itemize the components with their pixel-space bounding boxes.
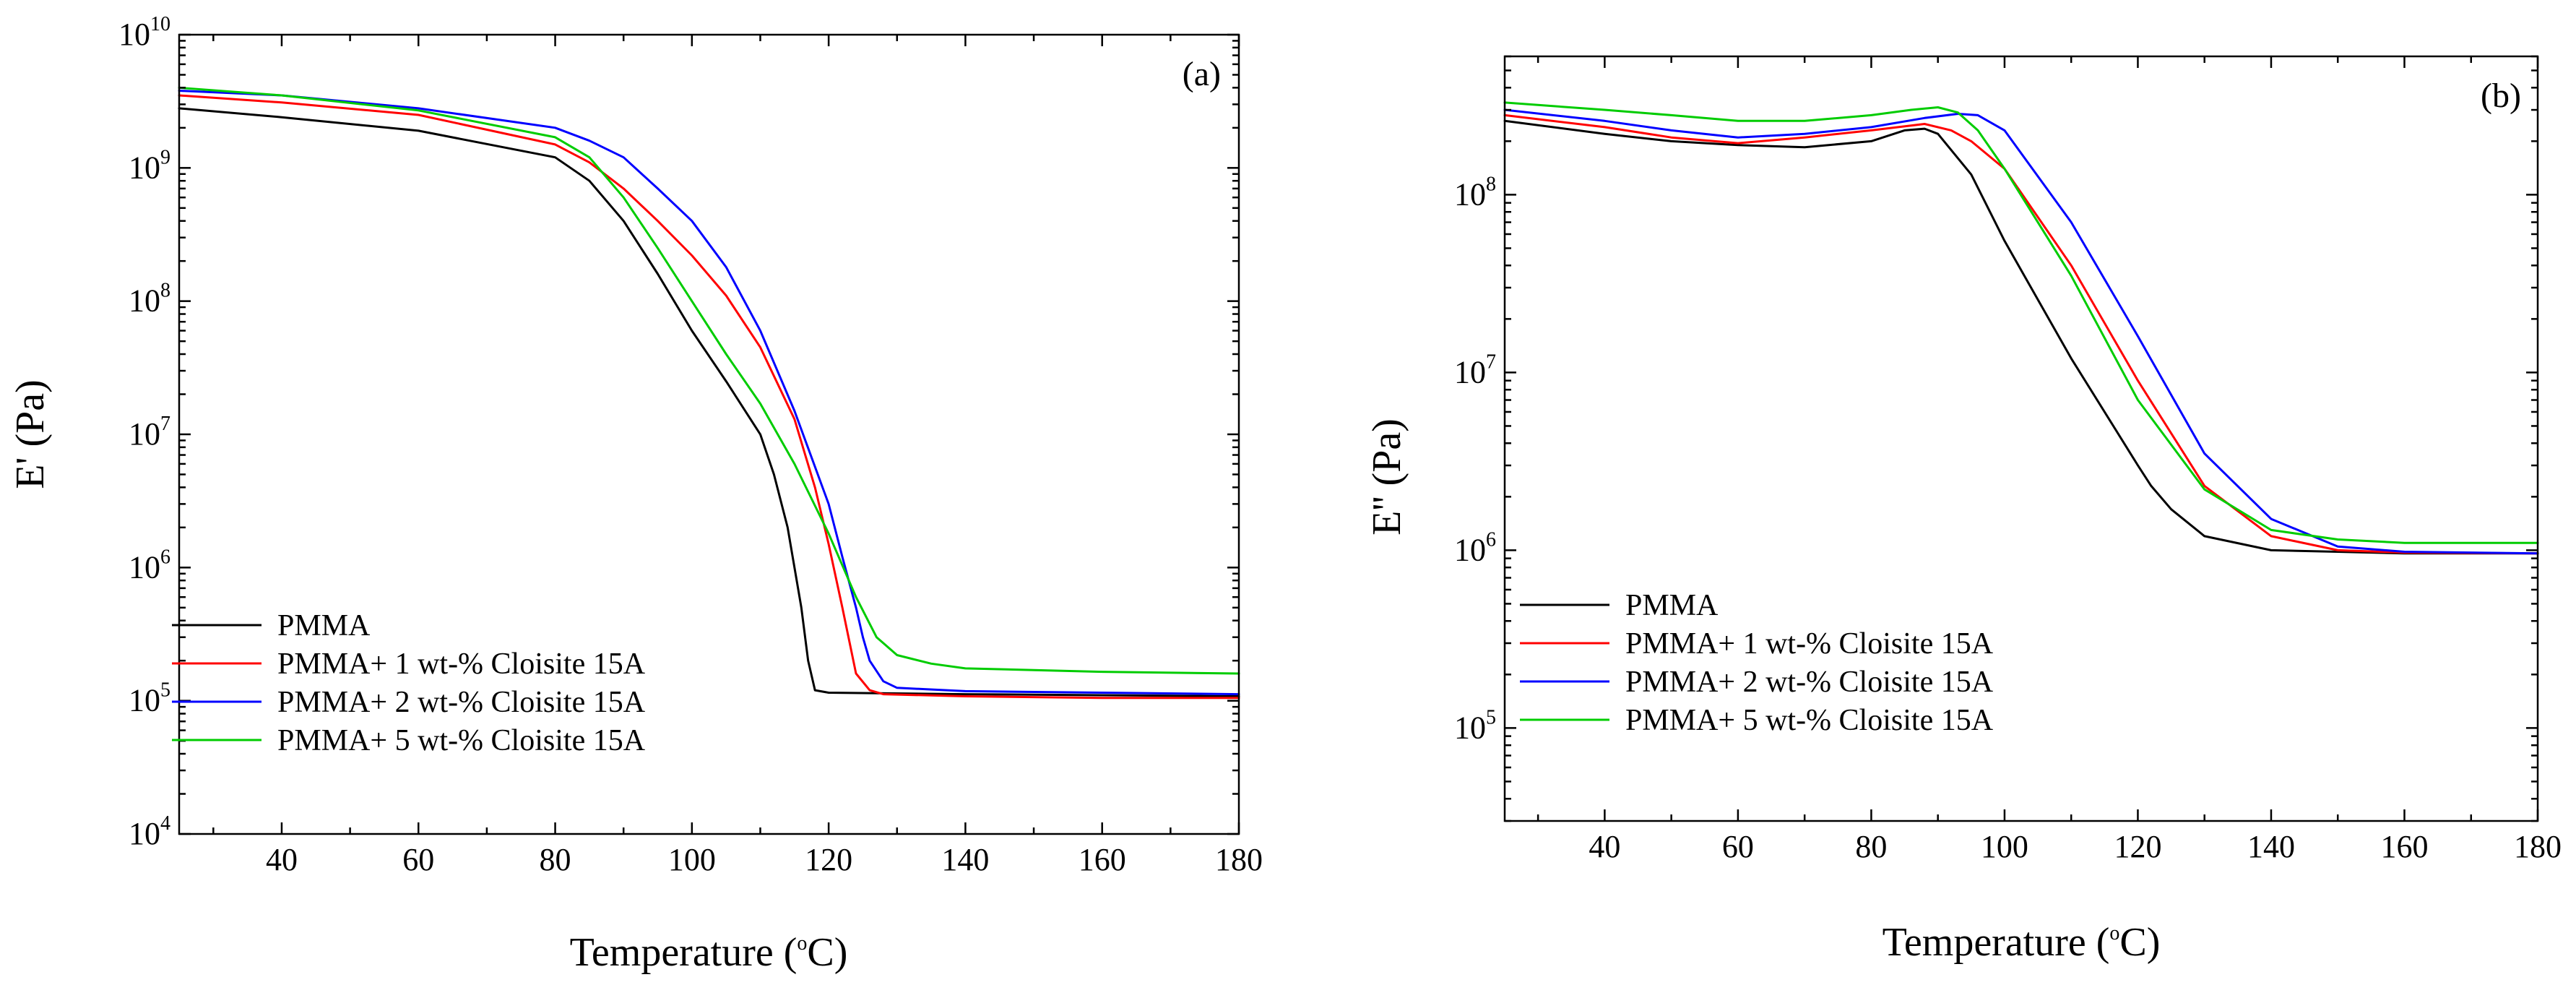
legend-label: PMMA+ 5 wt-% Cloisite 15A bbox=[1625, 704, 1994, 737]
x-tick-label: 180 bbox=[1215, 842, 1263, 877]
plot-frame bbox=[1503, 55, 2539, 822]
y-tick-label: 104 bbox=[129, 812, 170, 851]
y-tick-label: 106 bbox=[1454, 528, 1496, 567]
x-tick-label: 160 bbox=[2380, 829, 2428, 864]
series-line bbox=[1503, 101, 2539, 544]
x-tick-label: 140 bbox=[941, 842, 989, 877]
series-line bbox=[178, 86, 1240, 675]
series-layer bbox=[178, 86, 1240, 700]
series-line bbox=[1503, 108, 2539, 555]
x-tick-label: 140 bbox=[2247, 829, 2295, 864]
chart-panel-a: 40 60 80 100 120 140 160 180 104 105 106 107 108 109 1… bbox=[8, 13, 1263, 975]
x-tick-label: 160 bbox=[1079, 842, 1126, 877]
y-tick-label: 107 bbox=[129, 413, 170, 452]
legend: PMMA PMMA+ 1 wt-% Cloisite 15A PMMA+ 2 wt-… bbox=[172, 609, 646, 757]
y-tick-label: 108 bbox=[1454, 173, 1496, 212]
x-tick-label: 120 bbox=[805, 842, 852, 877]
legend-label: PMMA+ 1 wt-% Cloisite 15A bbox=[1625, 627, 1994, 661]
series-line bbox=[1503, 119, 2539, 555]
x-tick-label: 80 bbox=[540, 842, 571, 877]
series-line bbox=[178, 94, 1240, 700]
legend: PMMA PMMA+ 1 wt-% Cloisite 15A PMMA+ 2 wt-… bbox=[1520, 589, 1994, 737]
y-axis-title: E'' (Pa) bbox=[1365, 418, 1409, 535]
x-tick-label: 40 bbox=[266, 842, 298, 877]
series-line bbox=[178, 107, 1240, 697]
chart-panel-b: 40 60 80 100 120 140 160 180 105 106 107 108 (b) Te… bbox=[1365, 55, 2562, 965]
legend-label: PMMA+ 2 wt-% Cloisite 15A bbox=[277, 686, 646, 719]
y-tick-label: 106 bbox=[129, 546, 170, 585]
x-axis-title: Temperature (oC) bbox=[570, 930, 848, 975]
x-tick-label: 60 bbox=[402, 842, 434, 877]
series-line bbox=[1503, 113, 2539, 555]
series-layer bbox=[1503, 101, 2539, 555]
x-tick-label: 100 bbox=[668, 842, 716, 877]
series-line bbox=[178, 90, 1240, 696]
x-axis-title: Temperature (oC) bbox=[1883, 920, 2161, 965]
y-tick-label: 107 bbox=[1454, 350, 1496, 390]
y-axis-title: E' (Pa) bbox=[8, 379, 53, 489]
x-tick-label: 120 bbox=[2114, 829, 2161, 864]
y-tick-label: 105 bbox=[1454, 706, 1496, 745]
y-tick-label: 105 bbox=[129, 679, 170, 718]
panel-label: (a) bbox=[1183, 55, 1221, 93]
legend-label: PMMA+ 5 wt-% Cloisite 15A bbox=[277, 724, 646, 757]
legend-label: PMMA+ 2 wt-% Cloisite 15A bbox=[1625, 666, 1994, 699]
panel-label: (b) bbox=[2481, 77, 2521, 115]
y-tick-label: 108 bbox=[129, 280, 170, 319]
ticks-layer: 40 60 80 100 120 140 160 180 105 106 107 108 bbox=[1454, 55, 2562, 864]
x-tick-label: 60 bbox=[1722, 829, 1754, 864]
legend-label: PMMA+ 1 wt-% Cloisite 15A bbox=[277, 648, 646, 681]
y-tick-label: 109 bbox=[129, 146, 170, 185]
legend-label: PMMA bbox=[277, 609, 371, 642]
x-tick-label: 80 bbox=[1855, 829, 1887, 864]
x-tick-label: 180 bbox=[2514, 829, 2562, 864]
y-tick-label: 1010 bbox=[118, 13, 170, 52]
x-tick-label: 100 bbox=[1981, 829, 2028, 864]
ticks-layer: 40 60 80 100 120 140 160 180 104 105 106 107 108 109 1… bbox=[118, 13, 1263, 877]
legend-label: PMMA bbox=[1625, 589, 1719, 622]
x-tick-label: 40 bbox=[1589, 829, 1620, 864]
